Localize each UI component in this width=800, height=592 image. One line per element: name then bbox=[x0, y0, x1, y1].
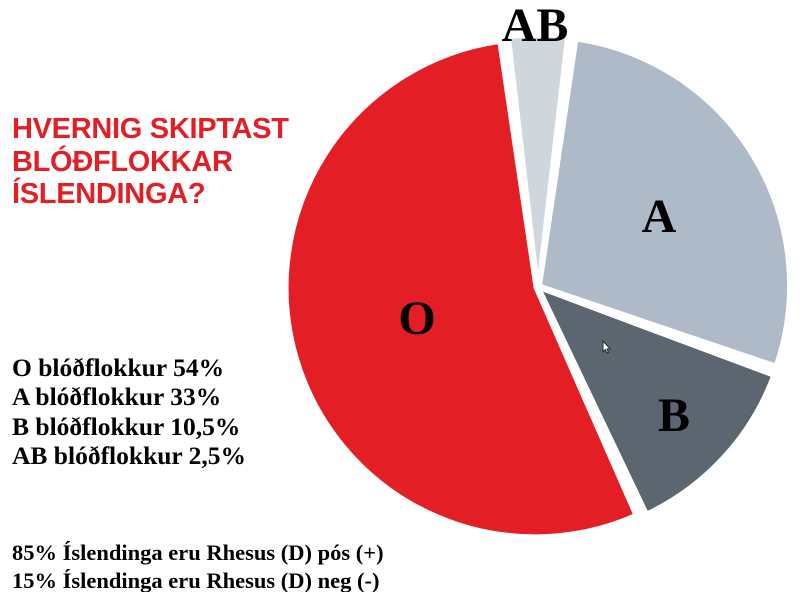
svg-text:AB: AB bbox=[502, 0, 569, 52]
svg-text:O: O bbox=[398, 292, 435, 345]
svg-text:B: B bbox=[658, 389, 690, 442]
svg-text:A: A bbox=[642, 190, 677, 243]
